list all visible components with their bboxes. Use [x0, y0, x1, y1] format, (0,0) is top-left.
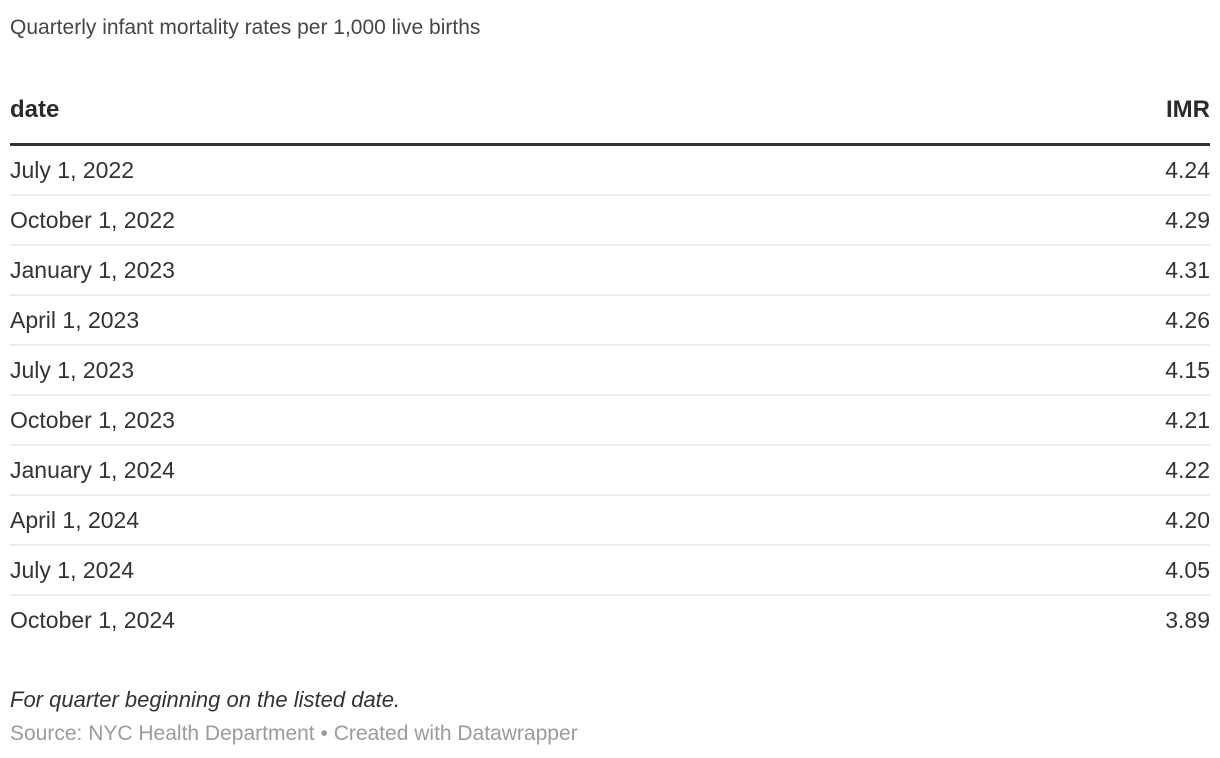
- chart-title: Quarterly infant mortality rates per 1,0…: [10, 16, 481, 39]
- imr-cell: 4.15: [610, 345, 1210, 396]
- imr-cell: 4.21: [610, 395, 1210, 446]
- imr-cell: 4.29: [610, 195, 1210, 246]
- table-row: July 1, 2024 4.05: [10, 545, 1210, 596]
- table-row: July 1, 2023 4.15: [10, 345, 1210, 396]
- table-row: January 1, 2023 4.31: [10, 245, 1210, 296]
- table-header-row: date IMR: [10, 96, 1210, 146]
- imr-cell: 4.22: [610, 445, 1210, 496]
- table-row: October 1, 2022 4.29: [10, 195, 1210, 246]
- source-separator: •: [314, 722, 334, 745]
- column-header-date: date: [10, 96, 610, 146]
- source-prefix: Source:: [10, 722, 89, 745]
- date-cell: October 1, 2024: [10, 607, 175, 633]
- date-cell: October 1, 2023: [10, 395, 610, 446]
- column-header-imr: IMR: [610, 96, 1210, 146]
- table-row: October 1, 2024 3.89: [10, 595, 1210, 644]
- date-cell: July 1, 2023: [10, 345, 610, 396]
- date-cell: January 1, 2023: [10, 245, 610, 296]
- date-cell: April 1, 2024: [10, 495, 610, 546]
- table-row: October 1, 2023 4.21: [10, 395, 1210, 446]
- data-table: date IMR July 1, 2022 4.24 October 1, 20…: [10, 96, 1210, 644]
- table-row: January 1, 2024 4.22: [10, 445, 1210, 496]
- date-cell: April 1, 2023: [10, 295, 610, 346]
- date-cell: July 1, 2024: [10, 545, 610, 596]
- table-row: April 1, 2024 4.20: [10, 495, 1210, 546]
- date-cell: January 1, 2024: [10, 445, 610, 496]
- date-cell: October 1, 2022: [10, 195, 610, 246]
- imr-cell: 3.89: [1165, 607, 1210, 633]
- table-body: July 1, 2022 4.24 October 1, 2022 4.29 J…: [10, 144, 1210, 645]
- table-note: For quarter beginning on the listed date…: [10, 687, 401, 712]
- datawrapper-attribution-link[interactable]: Created with Datawrapper: [333, 722, 578, 745]
- imr-cell: 4.05: [610, 545, 1210, 596]
- table-row: April 1, 2023 4.26: [10, 295, 1210, 346]
- date-cell: July 1, 2022: [10, 144, 610, 196]
- imr-cell: 4.24: [610, 144, 1210, 196]
- source-line: Source: NYC Health Department • Created …: [10, 721, 1210, 747]
- imr-cell: 4.20: [610, 495, 1210, 546]
- imr-cell: 4.26: [610, 295, 1210, 346]
- table-header: date IMR: [10, 96, 1210, 146]
- source-name: NYC Health Department: [88, 722, 315, 745]
- imr-cell: 4.31: [610, 245, 1210, 296]
- table-row: July 1, 2022 4.24: [10, 144, 1210, 196]
